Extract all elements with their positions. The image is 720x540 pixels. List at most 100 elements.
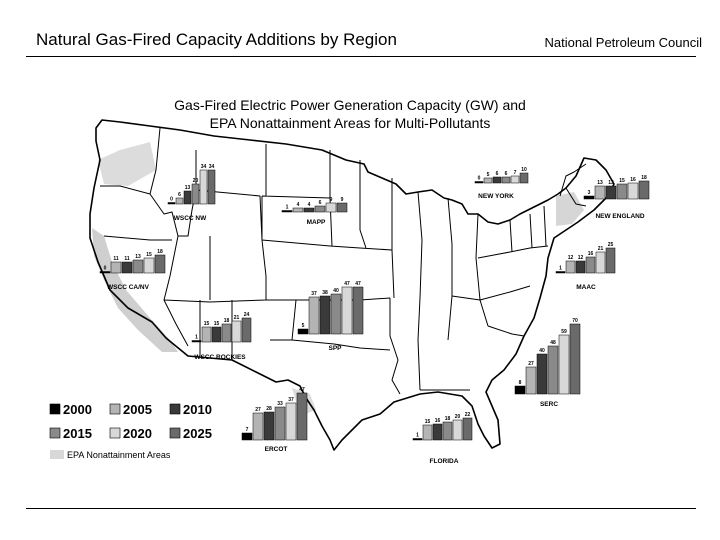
region-label: MAPP (307, 219, 326, 226)
region-group-8: 8 27 40 48 59 70 SERC (514, 318, 581, 408)
organization-name: National Petroleum Council (544, 35, 702, 50)
bar-mapp-2005 (292, 207, 304, 213)
bar-value-label: 27 (528, 361, 534, 367)
bar-value-label: 3 (588, 190, 591, 196)
bar-value-label: 10 (521, 167, 527, 173)
bar-new-york-2015 (501, 176, 511, 184)
bar-wscc-ca-nv-2000 (99, 271, 111, 274)
bar-new-england-2005 (594, 185, 606, 200)
bar-ercot-2000 (241, 432, 253, 441)
bar-value-label: 21 (598, 246, 604, 252)
bar-value-label: 37 (311, 291, 317, 297)
bar-value-label: 47 (355, 281, 361, 287)
legend-swatch-2020 (109, 427, 121, 439)
bar-serc-2010 (536, 353, 548, 395)
region-label: WSCC CA/NV (107, 284, 150, 291)
region-label: SERC (540, 401, 558, 408)
bar-ercot-2020 (285, 402, 297, 441)
bar-new-york-2020 (510, 175, 520, 184)
map-outline (89, 119, 615, 451)
bar-wscc-ca-nv-2015 (132, 259, 144, 274)
bar-value-label: 15 (204, 321, 210, 327)
bar-value-label: 18 (445, 416, 451, 422)
bar-value-label: 38 (322, 290, 328, 296)
bar-value-label: 15 (146, 252, 152, 258)
bar-spp-2000 (297, 328, 309, 335)
bar-maac-2010 (575, 260, 586, 274)
region-label: MAAC (576, 284, 596, 291)
legend-label-2015: 2015 (63, 426, 92, 441)
bar-florida-2000 (412, 438, 423, 441)
bar-spp-2005 (308, 296, 320, 335)
bar-mapp-2010 (303, 207, 315, 213)
bar-value-label: 18 (641, 175, 647, 181)
bar-florida-2010 (432, 423, 443, 441)
legend-label-nonattainment: EPA Nonattainment Areas (67, 450, 171, 460)
bar-ercot-2015 (274, 406, 286, 441)
bar-value-label: 13 (185, 185, 191, 191)
bar-maac-2005 (565, 260, 576, 274)
bar-value-label: 9 (330, 197, 333, 203)
bar-value-label: 8 (519, 380, 522, 386)
bar-value-label: 5 (302, 323, 305, 329)
bar-value-label: 1 (195, 335, 198, 341)
bar-value-label: 37 (288, 397, 294, 403)
bar-new-england-2020 (627, 182, 639, 200)
region-group-7: 1 15 15 18 21 24 WSCC ROCKIES (191, 312, 252, 361)
bar-value-label: 1 (416, 433, 419, 439)
legend-label-2000: 2000 (63, 402, 92, 417)
slide-title: Natural Gas-Fired Capacity Additions by … (36, 30, 397, 49)
bar-value-label: 28 (266, 406, 272, 412)
bar-value-label: 13 (608, 180, 614, 186)
region-label: WSCC ROCKIES (194, 354, 246, 361)
bar-value-label: 0 (104, 266, 107, 272)
bar-wscc-rockies-2005 (201, 326, 212, 343)
bar-new-york-2010 (492, 176, 502, 184)
bar-serc-2025 (569, 323, 581, 395)
bar-value-label: 13 (135, 254, 141, 260)
bar-spp-2010 (319, 295, 331, 335)
region-label: SPP (328, 345, 342, 352)
bar-value-label: 16 (588, 251, 594, 257)
bar-value-label: 1 (559, 266, 562, 272)
bar-value-label: 0 (478, 176, 481, 182)
bar-value-label: 59 (561, 329, 567, 335)
bar-maac-2020 (595, 251, 606, 274)
bar-value-label: 1 (286, 205, 289, 211)
bar-value-label: 7 (514, 170, 517, 176)
bar-spp-2020 (341, 286, 353, 335)
bar-new-england-2015 (616, 183, 628, 200)
bar-value-label: 15 (619, 178, 625, 184)
bar-value-label: 47 (299, 387, 305, 393)
region-group-4: 0 11 11 13 15 18 WSCC CA/NV (99, 249, 166, 291)
bar-maac-2025 (605, 247, 616, 274)
bar-mapp-2000 (281, 210, 293, 213)
bar-florida-2025 (462, 417, 473, 441)
bar-ercot-2025 (296, 392, 308, 441)
bar-value-label: 34 (201, 164, 207, 170)
legend-swatch-2025 (169, 427, 181, 439)
bar-value-label: 9 (341, 197, 344, 203)
bar-value-label: 4 (308, 202, 311, 208)
bar-wscc-nw-2025 (207, 169, 216, 205)
bar-value-label: 18 (224, 318, 230, 324)
bar-new-england-2000 (583, 195, 595, 200)
bar-wscc-rockies-2025 (241, 317, 252, 343)
bar-value-label: 18 (157, 249, 163, 255)
region-group-6: 1 12 12 16 21 25 MAAC (555, 242, 616, 291)
bar-wscc-ca-nv-2010 (121, 261, 133, 274)
bar-value-label: 12 (568, 255, 574, 261)
region-label: ERCOT (265, 446, 288, 453)
bar-wscc-nw-2000 (167, 202, 176, 205)
nonattainment-area-northwest (98, 142, 156, 186)
bar-value-label: 21 (234, 315, 240, 321)
bar-wscc-ca-nv-2020 (143, 257, 155, 274)
bar-wscc-rockies-2010 (211, 326, 222, 343)
bar-spp-2015 (330, 293, 342, 335)
bar-new-england-2025 (638, 180, 650, 200)
legend-swatch-2000 (49, 403, 61, 415)
bar-value-label: 48 (550, 340, 556, 346)
bar-wscc-rockies-2015 (221, 323, 232, 343)
